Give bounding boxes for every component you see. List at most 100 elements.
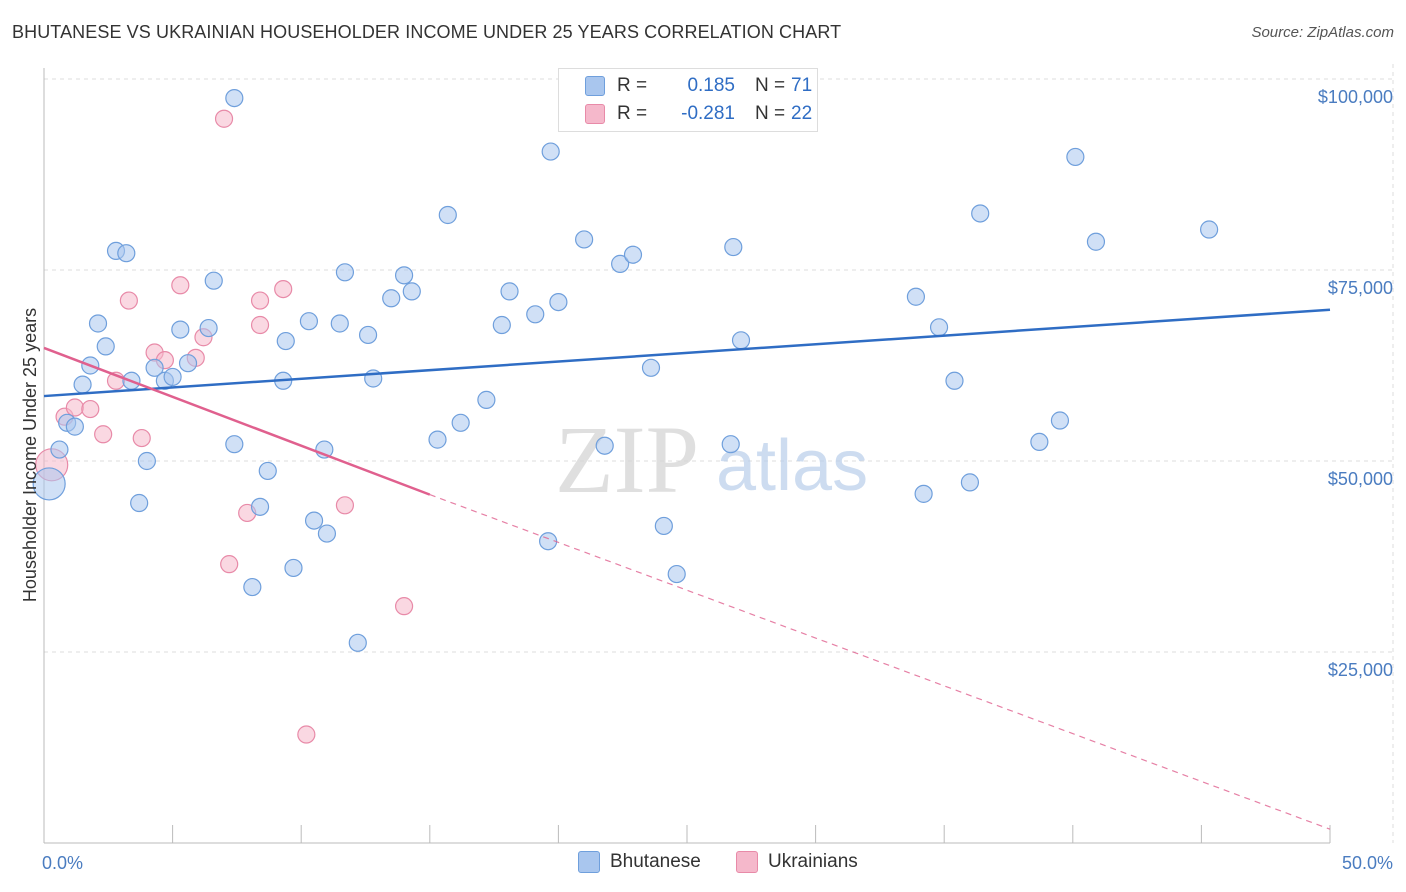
- legend-r-value: -0.281: [681, 103, 735, 124]
- bhutanese-point: [654, 516, 673, 536]
- bhutanese-point: [65, 417, 84, 436]
- bhutanese-point: [1030, 432, 1049, 451]
- legend-n-value: 22: [791, 103, 813, 124]
- tick-labels: $25,000 $50,000 $75,000 $100,000 0.0% 50.0%: [42, 87, 1393, 873]
- source-label: Source: ZipAtlas.com: [1251, 24, 1394, 41]
- bhutanese-point: [348, 633, 367, 652]
- bhutanese-point: [130, 493, 149, 513]
- legend-row-bhutanese: R = 0.185 N = 71: [585, 74, 812, 98]
- bhutanese-point: [299, 312, 319, 331]
- bhutanese-point: [731, 331, 751, 350]
- legend-label-bhutanese: Bhutanese: [610, 851, 701, 872]
- watermark-zip: ZIP: [555, 406, 699, 513]
- bhutanese-point: [724, 237, 743, 257]
- bhutanese-point: [1200, 220, 1219, 239]
- bhutanese-point: [73, 375, 92, 394]
- legend-item-ukrainians: Ukrainians: [736, 851, 858, 873]
- legend-swatch-ukrainians: [585, 104, 605, 124]
- bhutanese-point: [117, 244, 136, 263]
- y-tick-label: $75,000: [1328, 278, 1393, 298]
- bhutanese-point: [382, 289, 401, 308]
- watermark-atlas: atlas: [716, 426, 868, 506]
- bhutanese-point: [526, 305, 545, 324]
- bhutanese-point: [96, 337, 115, 356]
- ukrainians-point: [65, 398, 84, 417]
- ukrainians-point: [81, 399, 100, 419]
- bhutanese-point: [1086, 232, 1106, 251]
- ukrainians-point: [335, 496, 355, 515]
- bhutanese-point: [258, 461, 277, 481]
- legend-r-label: R =: [617, 103, 648, 124]
- bhutanese-point: [250, 497, 270, 516]
- legend-r-label: R =: [617, 75, 648, 96]
- bhutanese-point: [971, 204, 990, 223]
- bhutanese-point: [317, 524, 337, 543]
- bhutanese-point: [304, 511, 324, 530]
- ukrainians-point: [394, 597, 414, 616]
- bhutanese-point: [171, 320, 190, 339]
- bhutanese-point: [276, 331, 295, 351]
- ukrainians-point: [297, 725, 316, 744]
- ukrainians-point: [220, 555, 239, 574]
- bhutanese-point: [492, 315, 511, 335]
- bhutanese-point: [50, 440, 69, 459]
- ukrainians-point: [250, 291, 270, 310]
- series-legend: Bhutanese Ukrainians: [0, 851, 1406, 877]
- bhutanese-point: [178, 354, 198, 373]
- bhutanese-point: [243, 577, 262, 597]
- bhutanese-point: [623, 245, 643, 264]
- legend-swatch-ukrainians: [736, 851, 758, 873]
- legend-item-bhutanese: Bhutanese: [578, 851, 701, 873]
- ukrainians-trend-extension: [429, 494, 1331, 830]
- bhutanese-point: [500, 282, 519, 301]
- bhutanese-point: [667, 564, 686, 584]
- watermark: ZIP atlas: [555, 406, 868, 513]
- bhutanese-point: [960, 473, 980, 492]
- bhutanese-point: [32, 467, 66, 501]
- axes: [43, 68, 1331, 844]
- legend-r-value: 0.185: [687, 75, 735, 96]
- y-tick-label: $100,000: [1318, 87, 1393, 107]
- bhutanese-point: [284, 558, 303, 578]
- bhutanese-point: [451, 413, 470, 432]
- bhutanese-point: [88, 314, 108, 333]
- bhutanese-point: [929, 318, 949, 337]
- bhutanese-points: [32, 88, 1219, 652]
- legend-row-ukrainians: R = -0.281 N = 22: [585, 102, 812, 126]
- bhutanese-point: [330, 314, 349, 333]
- ukrainians-point: [214, 109, 234, 128]
- stats-legend: R = 0.185 N = 71 R = -0.281 N = 22: [558, 68, 818, 132]
- ukrainians-point: [94, 425, 113, 444]
- ukrainians-point: [171, 276, 190, 295]
- bhutanese-trend-line: [43, 308, 1331, 398]
- bhutanese-point: [163, 367, 182, 387]
- ukrainians-point: [132, 428, 151, 448]
- bhutanese-point: [137, 451, 156, 471]
- bhutanese-point: [225, 435, 244, 454]
- bhutanese-point: [145, 358, 164, 377]
- legend-n-label: N =: [755, 103, 786, 124]
- bhutanese-point: [549, 292, 568, 312]
- bhutanese-point: [945, 371, 964, 390]
- bhutanese-point: [428, 430, 447, 449]
- legend-swatch-bhutanese: [585, 76, 605, 96]
- chart-title: BHUTANESE VS UKRAINIAN HOUSEHOLDER INCOM…: [12, 22, 842, 42]
- bhutanese-point: [204, 271, 223, 290]
- bhutanese-point: [575, 230, 594, 249]
- trend-lines: [43, 308, 1331, 830]
- bhutanese-point: [595, 436, 614, 455]
- bhutanese-point: [199, 318, 218, 338]
- legend-label-ukrainians: Ukrainians: [768, 851, 858, 872]
- bhutanese-point: [477, 390, 496, 409]
- bhutanese-point: [394, 266, 414, 285]
- bhutanese-point: [335, 263, 355, 282]
- ukrainians-point: [119, 291, 138, 310]
- ukrainians-point: [274, 280, 293, 299]
- y-tick-label: $50,000: [1328, 469, 1393, 489]
- bhutanese-point: [358, 325, 378, 345]
- bhutanese-point: [1050, 411, 1070, 430]
- legend-n-value: 71: [791, 75, 813, 96]
- y-axis-label: Householder Income Under 25 years: [20, 308, 40, 602]
- legend-swatch-bhutanese: [578, 851, 600, 873]
